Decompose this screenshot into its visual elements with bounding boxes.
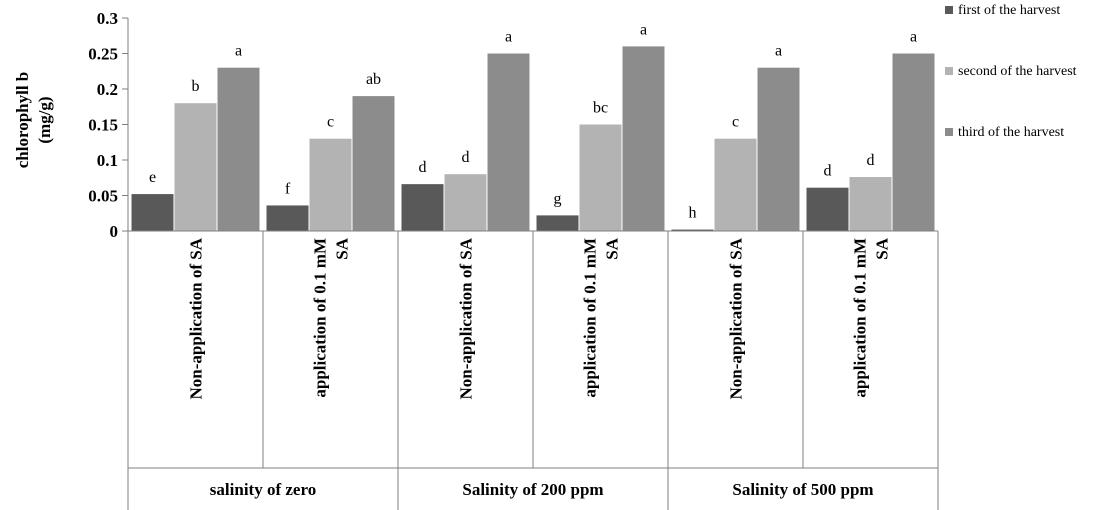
group-labels: salinity of zero Salinity of 200 ppm Salin… — [128, 467, 938, 499]
significance-letter: h — [689, 205, 697, 222]
y-tick-label: 0.25 — [88, 45, 118, 64]
bar — [352, 96, 395, 231]
bar — [217, 67, 260, 231]
bar — [174, 103, 217, 231]
category-label: Non-application of SA — [187, 237, 206, 399]
legend-swatch — [945, 128, 953, 136]
significance-letter: a — [775, 43, 782, 60]
significance-letter: bc — [593, 100, 608, 117]
y-tick-label: 0.1 — [97, 151, 118, 170]
significance-letter: c — [327, 114, 334, 131]
significance-letter: f — [285, 180, 291, 197]
category-label: SA — [603, 237, 622, 259]
y-tick-label: 0 — [110, 222, 119, 241]
significance-letter: d — [867, 152, 875, 169]
y-axis: 0 0.05 0.1 0.15 0.2 0.25 0.3 — [88, 9, 129, 241]
significance-letter: d — [462, 149, 470, 166]
legend-label: first of the harvest — [958, 3, 1060, 18]
significance-letter: a — [910, 29, 917, 46]
significance-letter: d — [824, 163, 832, 180]
bar — [131, 194, 174, 231]
bar — [487, 53, 530, 231]
significance-letter: e — [149, 169, 156, 186]
legend: first of the harvest second of the harves… — [945, 3, 1077, 140]
bar — [579, 124, 622, 231]
bar — [806, 187, 849, 231]
bar — [309, 138, 352, 231]
bar — [622, 46, 665, 232]
y-axis-label-line: chlorophyll b — [13, 72, 32, 169]
legend-swatch — [945, 67, 953, 75]
significance-letter: b — [192, 78, 200, 95]
category-label: SA — [873, 237, 892, 259]
y-axis-label-line: (mg/g) — [35, 96, 54, 143]
category-label: Non-application of SA — [727, 237, 746, 399]
significance-letter: a — [505, 29, 512, 46]
category-label: application of 0.1 mM — [581, 238, 600, 398]
bar — [266, 205, 309, 231]
bar — [401, 184, 444, 231]
group-label: salinity of zero — [210, 480, 316, 499]
bar — [714, 138, 757, 231]
significance-letter: a — [235, 43, 242, 60]
y-tick-label: 0.3 — [97, 9, 118, 28]
legend-swatch — [945, 6, 953, 14]
group-label: Salinity of 200 ppm — [462, 480, 603, 499]
bar — [444, 174, 487, 231]
significance-letter: g — [554, 190, 562, 207]
y-tick-label: 0.2 — [97, 80, 118, 99]
significance-letter: a — [640, 21, 647, 38]
legend-label: second of the harvest — [958, 64, 1077, 79]
group-label: Salinity of 500 ppm — [732, 480, 873, 499]
bar — [757, 67, 800, 231]
y-tick-label: 0.05 — [88, 187, 118, 206]
significance-letter: c — [732, 114, 739, 131]
category-label: Non-application of SA — [457, 237, 476, 399]
bar — [671, 229, 714, 231]
category-label: application of 0.1 mM — [311, 238, 330, 398]
significance-letter: d — [419, 159, 427, 176]
category-label: application of 0.1 mM — [851, 238, 870, 398]
bar — [849, 177, 892, 231]
y-axis-label: chlorophyll b (mg/g) — [13, 72, 54, 169]
significance-letter: ab — [366, 71, 381, 88]
category-label: SA — [333, 237, 352, 259]
bar — [892, 53, 935, 231]
legend-label: third of the harvest — [958, 125, 1064, 140]
category-labels: Non-application of SA application of 0.1 … — [127, 231, 939, 510]
y-tick-label: 0.15 — [88, 116, 118, 135]
bar — [536, 215, 579, 231]
